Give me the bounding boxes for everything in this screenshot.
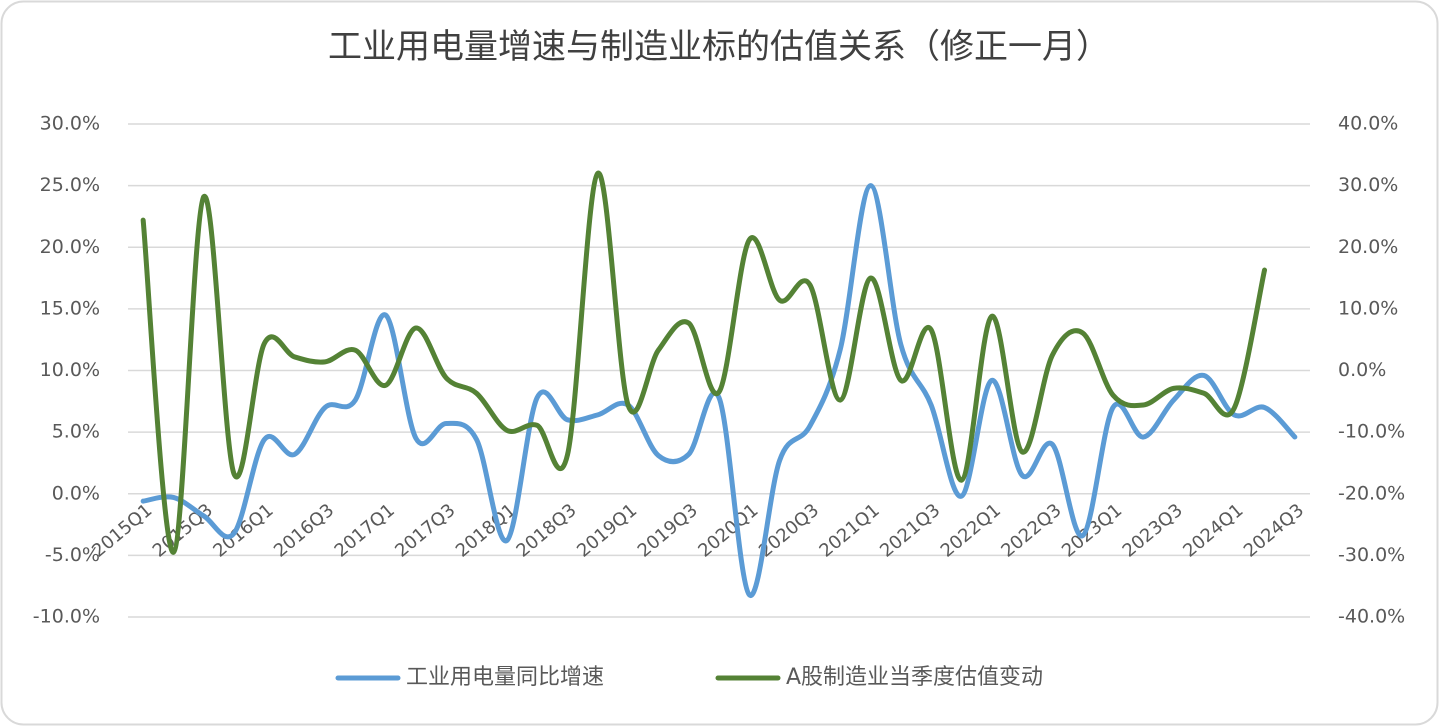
y-tick-label: 30.0% xyxy=(40,113,100,135)
y-tick-label: -10.0% xyxy=(33,606,100,628)
y-tick-label: 20.0% xyxy=(40,236,100,258)
y2-tick-label: -30.0% xyxy=(1338,544,1405,566)
y2-tick-label: -40.0% xyxy=(1338,606,1405,628)
y-tick-label: 25.0% xyxy=(40,174,100,196)
y-tick-label: 10.0% xyxy=(40,359,100,381)
y2-tick-label: 0.0% xyxy=(1338,359,1386,381)
y-tick-label: 15.0% xyxy=(40,297,100,319)
y2-tick-label: 20.0% xyxy=(1338,236,1398,258)
y2-tick-label: -10.0% xyxy=(1338,421,1405,443)
y2-tick-label: 10.0% xyxy=(1338,297,1398,319)
y2-tick-label: -20.0% xyxy=(1338,482,1405,504)
series-line xyxy=(140,183,1298,598)
y-tick-label: -5.0% xyxy=(45,544,100,566)
y-tick-label: 0.0% xyxy=(52,482,100,504)
legend-label: A股制造业当季度估值变动 xyxy=(786,665,1043,690)
y2-tick-label: 30.0% xyxy=(1338,174,1398,196)
chart-title: 工业用电量增速与制造业标的估值关系（修正一月） xyxy=(328,27,1110,67)
y2-tick-label: 40.0% xyxy=(1338,113,1398,135)
series-line xyxy=(140,170,1268,555)
legend-label: 工业用电量同比增速 xyxy=(406,665,604,690)
y-tick-label: 5.0% xyxy=(52,421,100,443)
